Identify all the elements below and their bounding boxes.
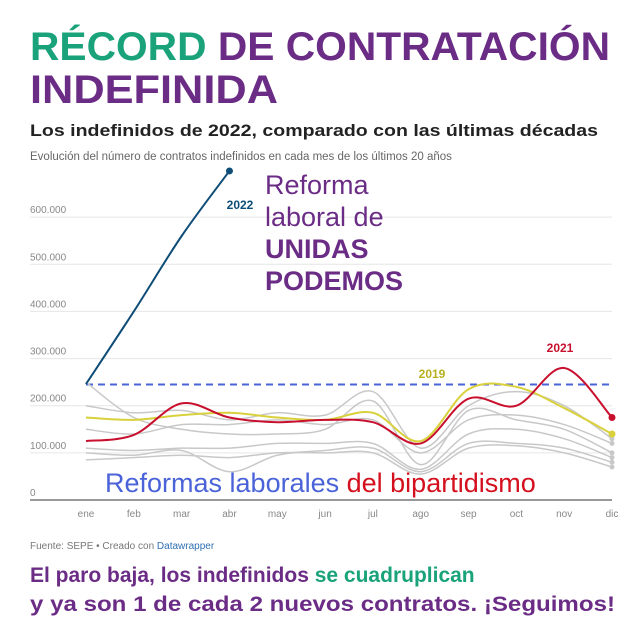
end-dot xyxy=(609,450,615,456)
series-line xyxy=(85,170,231,385)
series-label: 2019 xyxy=(419,367,446,381)
series-line xyxy=(85,444,613,475)
end-dot xyxy=(608,430,616,438)
source-link: Datawrapper xyxy=(157,541,215,552)
y-tick-label: 400.000 xyxy=(30,299,67,310)
x-tick-label: may xyxy=(268,509,287,520)
series-line xyxy=(85,427,613,471)
end-dot xyxy=(609,464,615,470)
source: Fuente: SEPE • Creado con Datawrapper xyxy=(30,541,215,552)
old-reforms-annotation: Reformas laborales del bipartidismo xyxy=(105,468,536,498)
y-tick-label: 0 xyxy=(30,488,36,499)
headline-line2: INDEFINIDA xyxy=(30,68,278,112)
old-reforms-red: del bipartidismo xyxy=(347,468,536,498)
old-reforms-blue: Reformas laborales xyxy=(105,468,339,498)
series-label: 2022 xyxy=(227,198,254,212)
end-dot xyxy=(609,440,615,446)
plot: 0 100.000 200.000 300.000 400.000 500.000 600.… xyxy=(30,167,618,520)
x-tick-label: feb xyxy=(127,509,141,520)
x-tick-label: dic xyxy=(606,509,619,520)
series-line xyxy=(85,381,613,466)
series-line xyxy=(85,440,613,473)
footer-line1: El paro baja, los indefinidos se cuadrup… xyxy=(30,564,475,587)
series-label: 2021 xyxy=(547,341,574,355)
source-text: Fuente: SEPE • Creado con xyxy=(30,541,154,552)
footer-green: se cuadruplican xyxy=(315,564,475,587)
x-tick-label: jun xyxy=(317,509,331,520)
chart-subtitle: Evolución del número de contratos indefi… xyxy=(30,151,452,163)
y-tick-label: 100.000 xyxy=(30,441,67,452)
series-line xyxy=(85,390,613,449)
x-tick-label: nov xyxy=(556,509,572,520)
end-dot xyxy=(609,459,615,465)
reform-annotation: Reforma xyxy=(265,170,370,200)
headline-rest: DE CONTRATACIÓN xyxy=(218,23,610,69)
end-dot xyxy=(225,167,233,175)
y-tick-label: 500.000 xyxy=(30,252,67,263)
x-tick-label: ene xyxy=(78,509,95,520)
reform-annotation: UNIDAS xyxy=(265,234,369,264)
end-dot xyxy=(609,455,615,461)
y-tick-label: 200.000 xyxy=(30,394,67,405)
series-line xyxy=(85,367,613,445)
x-tick-label: jul xyxy=(367,509,378,520)
footer-line2: y ya son 1 de cada 2 nuevos contratos. ¡… xyxy=(30,593,615,616)
x-tick-label: abr xyxy=(222,509,237,520)
footer-purple: El paro baja, los indefinidos xyxy=(30,564,309,587)
x-tick-label: oct xyxy=(510,509,524,520)
x-tick-label: ago xyxy=(412,509,429,520)
headline: RÉCORD DE CONTRATACIÓN xyxy=(30,23,610,69)
chart-title: Los indefinidos de 2022, comparado con l… xyxy=(30,121,598,140)
headline-highlight: RÉCORD xyxy=(30,24,207,69)
x-tick-label: sep xyxy=(460,509,477,520)
end-dot xyxy=(608,414,616,421)
reform-annotation: laboral de xyxy=(265,202,384,232)
y-tick-label: 300.000 xyxy=(30,347,67,358)
end-dot xyxy=(609,436,615,442)
y-tick-label: 600.000 xyxy=(30,205,67,216)
x-tick-label: mar xyxy=(173,509,191,520)
series-line xyxy=(85,382,613,443)
reform-annotation: PODEMOS xyxy=(265,266,403,296)
